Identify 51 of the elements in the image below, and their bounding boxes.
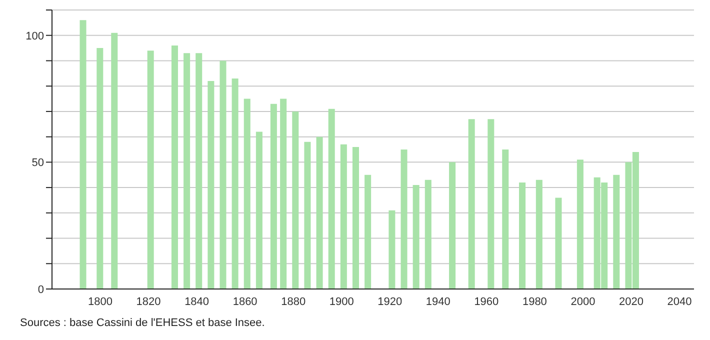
y-tick-label: 50 [32, 157, 44, 170]
bar [220, 60, 226, 289]
x-tick-label: 1800 [88, 296, 113, 308]
bar [232, 78, 238, 289]
bar [196, 53, 202, 289]
bar [328, 108, 335, 289]
bar [352, 146, 359, 289]
bar [468, 119, 475, 289]
bar [244, 98, 250, 289]
bar [208, 81, 214, 289]
x-tick-label: 1980 [522, 296, 547, 308]
bar [400, 150, 408, 289]
bar [424, 180, 432, 289]
bar [613, 174, 620, 289]
bar [184, 53, 190, 289]
bar [316, 136, 323, 289]
bar [502, 150, 509, 289]
bar [555, 198, 562, 289]
y-tick-label: 100 [26, 30, 44, 42]
bar [280, 98, 287, 289]
x-tick-label: 1940 [426, 296, 450, 308]
x-tick-label: 2040 [667, 296, 692, 308]
bar [519, 182, 526, 289]
bar [388, 210, 396, 289]
bar [80, 20, 86, 289]
bar [292, 111, 299, 289]
bar [364, 174, 372, 289]
bar [96, 48, 104, 289]
bar [171, 46, 178, 289]
x-tick-label: 1960 [474, 296, 499, 308]
bar [340, 144, 347, 289]
x-tick-label: 1840 [184, 296, 210, 308]
x-tick-label: 1860 [232, 296, 258, 308]
bar [147, 50, 154, 289]
x-tick-label: 1920 [378, 296, 402, 308]
bar [256, 132, 262, 289]
source-note: Sources : base Cassini de l'EHESS et base Insee. [20, 317, 266, 329]
bar [576, 160, 584, 289]
x-tick-label: 2000 [570, 296, 596, 308]
y-tick-label: 0 [38, 284, 44, 296]
bar [488, 119, 494, 289]
bar [412, 185, 420, 289]
x-tick-label: 2020 [619, 296, 644, 308]
bar [536, 180, 542, 289]
x-tick-label: 1880 [281, 296, 306, 308]
bar [304, 142, 311, 289]
x-tick-label: 1820 [136, 296, 161, 308]
x-tick-label: 1900 [329, 296, 354, 308]
bar [270, 104, 277, 289]
bar [111, 32, 118, 289]
bar [449, 162, 456, 289]
